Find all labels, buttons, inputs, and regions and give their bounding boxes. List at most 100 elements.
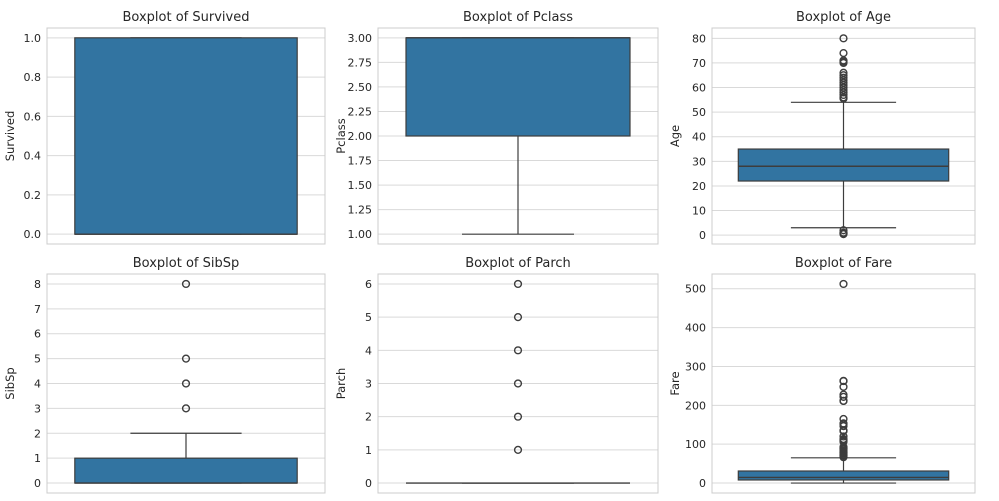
outlier-point	[839, 48, 848, 58]
axes-frame	[711, 273, 976, 494]
y-tick-label: 50	[692, 106, 706, 119]
y-tick-label: 2.00	[348, 130, 373, 143]
y-tick-label: 0.6	[24, 110, 42, 123]
y-tick-label: 500	[685, 283, 706, 296]
y-tick-label: 2	[34, 427, 41, 440]
outlier-point	[181, 354, 191, 363]
y-tick-label: 1.50	[348, 179, 373, 192]
chart-title: Boxplot of Survived	[123, 10, 250, 25]
outlier-point	[839, 376, 848, 385]
outlier-point	[839, 419, 848, 428]
y-axis-label: Age	[668, 125, 682, 147]
outlier-point	[839, 34, 848, 43]
iqr-box	[737, 470, 950, 481]
y-tick-label: 2.75	[348, 56, 373, 69]
boxplot-panel-parch: 0 1 2 3 4 5 6 Boxplot of Parch Parch	[334, 256, 659, 494]
boxplot-panel-sibsp: 0 1 2 3 4 5 6 7 8 Boxplot of SibSp SibSp	[3, 256, 326, 494]
y-tick-label: 2.50	[348, 81, 373, 94]
outlier-point	[513, 279, 523, 289]
axes-frame	[46, 273, 326, 494]
y-tick-label: 0.4	[24, 150, 42, 163]
y-tick-label: 5	[365, 311, 372, 324]
y-tick-label: 400	[685, 322, 706, 335]
outlier-point	[513, 379, 523, 388]
axes-frame	[377, 27, 659, 245]
y-tick-label: 3	[34, 402, 41, 415]
y-tick-label: 3.00	[348, 32, 373, 45]
iqr-box	[74, 457, 298, 484]
y-tick-label: 1.25	[348, 204, 373, 217]
chart-title: Boxplot of SibSp	[133, 256, 240, 271]
outlier-point	[839, 382, 848, 391]
y-axis-label: Fare	[668, 371, 682, 395]
y-tick-label: 80	[692, 32, 706, 45]
y-tick-label: 8	[34, 278, 41, 291]
outlier-point	[839, 279, 848, 289]
y-tick-label: 6	[34, 328, 41, 341]
y-tick-label: 60	[692, 82, 706, 95]
boxplot-panel-pclass: 1.00 1.25 1.50 1.75 2.00 2.25 2.50 2.75 3.00 Boxp…	[334, 10, 659, 245]
iqr-box	[737, 148, 950, 182]
y-tick-label: 40	[692, 131, 706, 144]
y-tick-label: 6	[365, 278, 372, 291]
y-tick-label: 7	[34, 303, 41, 316]
boxplot-panel-fare: 0 100 200 300 400 500 Boxplot of Fare Fare	[668, 256, 976, 494]
chart-title: Boxplot of Fare	[795, 256, 892, 271]
outlier-point	[839, 432, 848, 441]
outlier-point	[513, 445, 523, 454]
chart-title: Boxplot of Age	[796, 10, 891, 25]
axes-frame	[377, 273, 659, 494]
outlier-point	[839, 434, 848, 444]
outlier-point	[839, 390, 848, 399]
y-tick-label: 300	[685, 360, 706, 373]
y-tick-label: 20	[692, 180, 706, 193]
y-tick-label: 4	[365, 344, 372, 357]
y-axis-label: Survived	[3, 111, 17, 162]
y-tick-label: 0	[365, 477, 372, 490]
outlier-point	[839, 228, 848, 237]
y-tick-label: 0	[699, 477, 706, 490]
y-tick-label: 30	[692, 155, 706, 168]
y-tick-label: 0	[699, 229, 706, 242]
boxplot-panel-survived: 0.0 0.2 0.4 0.6 0.8 1.0 Boxplot of Survived Sur…	[3, 10, 326, 245]
y-tick-label: 1.75	[348, 155, 373, 168]
axes-frame	[46, 27, 326, 245]
outlier-point	[181, 404, 191, 413]
y-tick-label: 1.0	[24, 32, 42, 45]
outlier-point	[513, 313, 523, 322]
y-tick-label: 1	[365, 444, 372, 457]
axes-frame	[711, 27, 976, 245]
y-tick-label: 70	[692, 57, 706, 70]
outlier-point	[181, 379, 191, 388]
iqr-box	[405, 37, 631, 137]
y-tick-label: 0.8	[24, 71, 42, 84]
y-tick-label: 200	[685, 399, 706, 412]
outlier-point	[839, 68, 848, 77]
outlier-point	[513, 412, 523, 421]
outlier-point	[513, 346, 523, 355]
y-tick-label: 2.25	[348, 105, 373, 118]
outlier-point	[181, 279, 191, 289]
y-axis-label: SibSp	[3, 367, 17, 399]
y-tick-label: 10	[692, 205, 706, 218]
boxplot-panel-age: 0 10 20 30 40 50 60 70 80 Boxplot of Age Age	[668, 10, 976, 245]
y-tick-label: 1	[34, 452, 41, 465]
y-tick-label: 1.00	[348, 228, 373, 241]
y-tick-label: 5	[34, 353, 41, 366]
y-tick-label: 0	[34, 477, 41, 490]
outlier-point	[839, 71, 848, 80]
y-tick-label: 100	[685, 438, 706, 451]
outlier-point	[839, 73, 848, 82]
chart-title: Boxplot of Parch	[465, 256, 571, 271]
y-tick-label: 2	[365, 411, 372, 424]
y-tick-label: 0.2	[24, 189, 42, 202]
iqr-box	[74, 37, 298, 235]
y-axis-label: Pclass	[334, 118, 348, 153]
y-tick-label: 3	[365, 378, 372, 391]
y-axis-label: Parch	[334, 368, 348, 400]
chart-title: Boxplot of Pclass	[463, 10, 573, 25]
outlier-point	[839, 414, 848, 424]
y-tick-label: 4	[34, 378, 41, 391]
y-tick-label: 0.0	[24, 228, 42, 241]
